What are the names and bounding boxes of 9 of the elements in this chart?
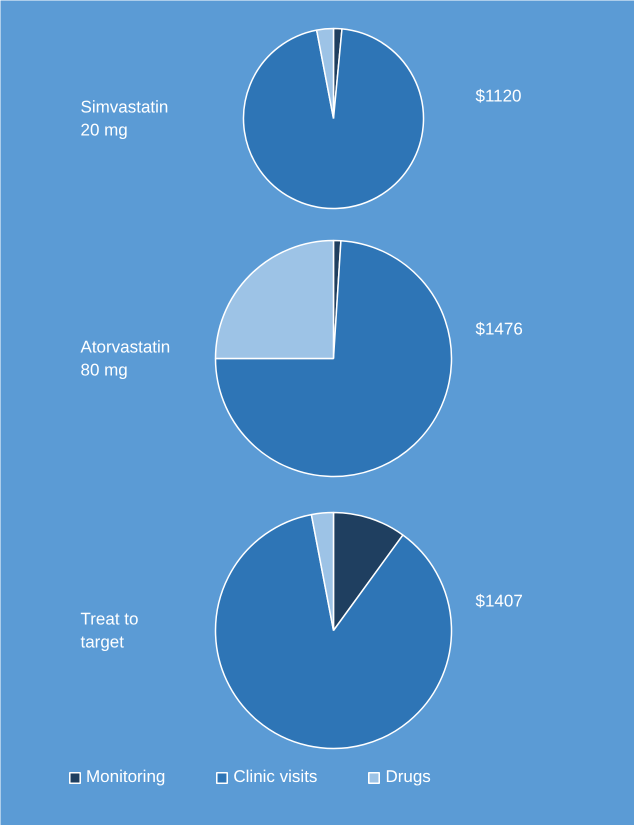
text: Simvastatin 20 mg — [80, 98, 168, 140]
text: $1476 — [476, 320, 523, 338]
text: $1120 — [476, 86, 522, 106]
text: $1407 — [476, 592, 523, 610]
text: Atorvastatin 80 mg — [80, 338, 170, 380]
legend-label: Clinic visits — [233, 767, 318, 787]
legend-label: Drugs — [385, 767, 431, 787]
text: Treat to target — [80, 610, 138, 652]
legend-label: Monitoring — [86, 767, 166, 787]
